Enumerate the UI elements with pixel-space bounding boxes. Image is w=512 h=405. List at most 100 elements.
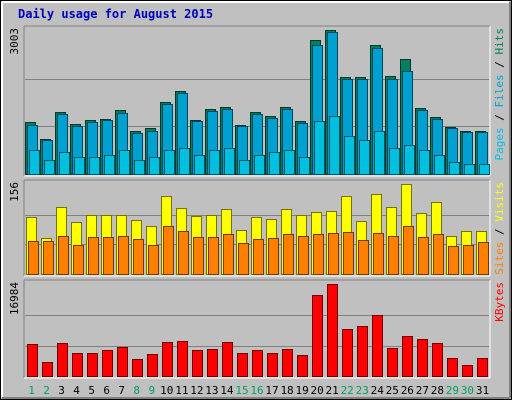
bar-pages-day-31 [479, 164, 490, 175]
legend-entry: Files [493, 74, 506, 107]
bar-kbytes-day-5 [87, 353, 98, 377]
x-tick-label: 11 [175, 384, 188, 397]
bar-kbytes-day-19 [297, 355, 308, 377]
bar-sites-day-17 [268, 238, 279, 275]
bar-kbytes-day-17 [267, 353, 278, 377]
x-tick-label: 26 [401, 384, 414, 397]
legend: KBytes [493, 282, 506, 322]
bar-kbytes-day-11 [177, 341, 188, 377]
x-tick-label: 28 [431, 384, 444, 397]
x-tick-label: 18 [280, 384, 293, 397]
x-tick-label: 21 [326, 384, 339, 397]
bar-pages-day-7 [119, 150, 130, 175]
bar-sites-day-28 [433, 234, 444, 275]
bar-sites-day-27 [418, 237, 429, 275]
bar-kbytes-day-9 [147, 354, 158, 377]
bar-pages-day-23 [359, 140, 370, 175]
series-files [27, 32, 488, 175]
x-tick-label: 10 [160, 384, 173, 397]
bar-kbytes-day-20 [312, 295, 323, 377]
bar-kbytes-day-30 [462, 365, 473, 377]
x-tick-label: 23 [356, 384, 369, 397]
bar-pages-day-22 [344, 136, 355, 175]
x-tick-label: 6 [103, 384, 110, 397]
bar-sites-day-4 [73, 245, 84, 275]
bar-pages-day-18 [284, 150, 295, 175]
bar-kbytes-day-6 [102, 350, 113, 377]
x-tick-label: 7 [118, 384, 125, 397]
bar-kbytes-day-16 [252, 350, 263, 377]
x-tick-label: 30 [461, 384, 474, 397]
bar-pages-day-3 [59, 152, 70, 175]
bar-pages-day-19 [299, 157, 310, 175]
bar-kbytes-day-14 [222, 342, 233, 377]
x-tick-label: 27 [416, 384, 429, 397]
x-tick-label: 17 [265, 384, 278, 397]
bar-pages-day-4 [74, 157, 85, 175]
bar-kbytes-day-23 [357, 326, 368, 377]
bar-pages-day-9 [149, 157, 160, 175]
x-axis-day-labels: 1 2 3 4 5 6 7 8 9 10 11 12 13 14 15 16 17 18 19 20 21 22 23 24 2… [28, 384, 489, 397]
bar-sites-day-24 [373, 233, 384, 275]
bar-kbytes-day-13 [207, 349, 218, 377]
bar-sites-day-11 [178, 231, 189, 275]
bar-kbytes-day-29 [447, 358, 458, 377]
x-tick-label: 15 [235, 384, 248, 397]
bar-kbytes-day-24 [372, 315, 383, 377]
bar-sites-day-19 [298, 236, 309, 275]
bar-sites-day-10 [163, 226, 174, 275]
x-tick-label: 4 [73, 384, 80, 397]
legend-entry: / [493, 55, 506, 75]
bar-kbytes-day-2 [42, 362, 53, 377]
bar-kbytes-day-12 [192, 350, 203, 377]
bar-pages-day-5 [89, 157, 100, 175]
bar-sites-day-14 [223, 234, 234, 275]
bar-pages-day-11 [179, 148, 190, 175]
bar-sites-day-9 [148, 245, 159, 275]
series-pages [29, 116, 490, 175]
bar-pages-day-25 [389, 148, 400, 175]
bar-pages-day-28 [434, 155, 445, 175]
legend: Pages / Files / Hits [493, 28, 506, 161]
bar-kbytes-day-18 [282, 349, 293, 377]
bar-pages-day-15 [239, 160, 250, 175]
bar-kbytes-day-1 [27, 344, 38, 377]
bar-pages-day-14 [224, 148, 235, 175]
bar-sites-day-18 [283, 234, 294, 275]
panel-hits-files-pages: 3003 Pages / Files / Hits [8, 25, 506, 177]
x-tick-label: 8 [133, 384, 140, 397]
x-tick-label: 20 [311, 384, 324, 397]
bar-pages-day-21 [329, 116, 340, 175]
panel-kbytes: 16984 KBytes [8, 279, 506, 379]
bar-kbytes-day-22 [342, 329, 353, 377]
bar-pages-day-1 [29, 150, 40, 175]
bar-kbytes-day-31 [477, 358, 488, 377]
y-max-label: 156 [8, 182, 21, 202]
y-max-label: 16984 [8, 282, 21, 315]
bar-kbytes-day-25 [387, 348, 398, 377]
bar-kbytes-day-4 [72, 353, 83, 377]
bar-sites-day-13 [208, 237, 219, 275]
bar-kbytes-day-21 [327, 284, 338, 377]
x-tick-label: 22 [341, 384, 354, 397]
x-tick-label: 24 [371, 384, 385, 397]
bar-kbytes-day-8 [132, 359, 143, 377]
bar-sites-day-30 [463, 245, 474, 275]
bar-sites-day-12 [193, 237, 204, 275]
bar-pages-day-2 [44, 160, 55, 175]
x-tick-label: 19 [295, 384, 308, 397]
legend-entry: Sites [493, 242, 506, 275]
x-tick-label: 16 [250, 384, 263, 397]
bar-pages-day-8 [134, 160, 145, 175]
bar-pages-day-13 [209, 150, 220, 175]
bar-sites-day-2 [43, 241, 54, 275]
y-max-label: 3003 [8, 28, 21, 55]
x-tick-label: 14 [220, 384, 234, 397]
legend-entry: / [493, 108, 506, 128]
bar-pages-day-16 [254, 155, 265, 175]
series-kbytes [27, 284, 488, 377]
bar-kbytes-day-10 [162, 342, 173, 377]
x-tick-label: 9 [148, 384, 155, 397]
